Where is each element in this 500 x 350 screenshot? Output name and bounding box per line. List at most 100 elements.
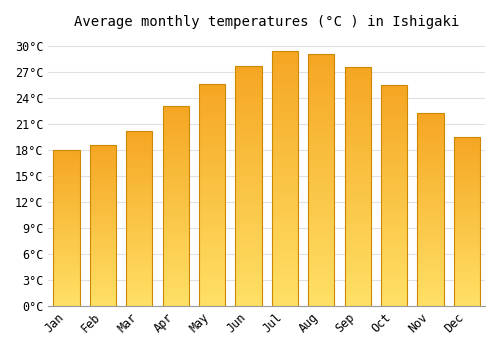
Bar bbox=[199, 195, 225, 197]
Bar bbox=[454, 260, 480, 262]
Bar bbox=[199, 217, 225, 219]
Bar bbox=[418, 260, 444, 261]
Bar bbox=[418, 163, 444, 165]
Bar bbox=[308, 263, 334, 266]
Bar bbox=[54, 201, 80, 203]
Bar bbox=[418, 227, 444, 229]
Bar bbox=[344, 256, 370, 258]
Bar bbox=[236, 181, 262, 183]
Bar bbox=[308, 92, 334, 94]
Bar bbox=[90, 243, 116, 245]
Bar bbox=[272, 99, 298, 102]
Bar bbox=[199, 303, 225, 306]
Bar bbox=[126, 150, 152, 152]
Bar bbox=[454, 174, 480, 176]
Bar bbox=[381, 231, 407, 233]
Bar bbox=[454, 182, 480, 184]
Bar bbox=[199, 268, 225, 270]
Bar bbox=[418, 240, 444, 242]
Bar bbox=[344, 121, 370, 124]
Bar bbox=[54, 167, 80, 168]
Bar bbox=[236, 150, 262, 152]
Bar bbox=[126, 302, 152, 304]
Bar bbox=[344, 272, 370, 275]
Bar bbox=[236, 159, 262, 162]
Bar bbox=[126, 152, 152, 154]
Bar bbox=[162, 282, 189, 284]
Bar bbox=[308, 94, 334, 97]
Bar bbox=[126, 274, 152, 276]
Bar bbox=[381, 253, 407, 255]
Bar bbox=[272, 191, 298, 194]
Bar bbox=[418, 200, 444, 202]
Bar bbox=[344, 66, 370, 306]
Bar bbox=[454, 282, 480, 284]
Bar bbox=[54, 295, 80, 296]
Bar bbox=[90, 264, 116, 266]
Bar bbox=[199, 233, 225, 235]
Bar bbox=[162, 258, 189, 260]
Bar bbox=[344, 184, 370, 186]
Bar bbox=[418, 113, 444, 306]
Bar bbox=[308, 55, 334, 57]
Bar bbox=[199, 155, 225, 157]
Bar bbox=[308, 293, 334, 296]
Bar bbox=[236, 164, 262, 167]
Bar bbox=[381, 297, 407, 299]
Bar bbox=[381, 271, 407, 273]
Bar bbox=[272, 76, 298, 79]
Bar bbox=[54, 256, 80, 258]
Bar bbox=[418, 140, 444, 142]
Bar bbox=[381, 109, 407, 111]
Bar bbox=[381, 284, 407, 286]
Bar bbox=[162, 117, 189, 118]
Bar bbox=[126, 161, 152, 162]
Bar bbox=[344, 136, 370, 138]
Bar bbox=[236, 215, 262, 217]
Bar bbox=[418, 296, 444, 298]
Bar bbox=[381, 209, 407, 211]
Bar bbox=[454, 194, 480, 196]
Bar bbox=[454, 211, 480, 213]
Bar bbox=[162, 112, 189, 114]
Bar bbox=[90, 192, 116, 194]
Bar bbox=[454, 177, 480, 179]
Bar bbox=[90, 146, 116, 306]
Bar bbox=[162, 260, 189, 262]
Bar bbox=[199, 215, 225, 217]
Bar bbox=[272, 148, 298, 150]
Bar bbox=[454, 155, 480, 157]
Bar bbox=[381, 213, 407, 215]
Bar bbox=[54, 217, 80, 218]
Bar bbox=[126, 273, 152, 274]
Bar bbox=[308, 87, 334, 90]
Bar bbox=[272, 219, 298, 222]
Bar bbox=[162, 274, 189, 276]
Bar bbox=[454, 275, 480, 277]
Bar bbox=[418, 285, 444, 287]
Bar bbox=[162, 230, 189, 232]
Bar bbox=[236, 94, 262, 97]
Bar bbox=[162, 222, 189, 224]
Bar bbox=[162, 284, 189, 286]
Bar bbox=[236, 282, 262, 284]
Bar bbox=[90, 203, 116, 205]
Bar bbox=[54, 184, 80, 186]
Bar bbox=[90, 152, 116, 154]
Bar bbox=[236, 193, 262, 195]
Bar bbox=[344, 296, 370, 299]
Bar bbox=[126, 169, 152, 171]
Bar bbox=[90, 223, 116, 224]
Bar bbox=[199, 115, 225, 117]
Bar bbox=[126, 185, 152, 187]
Bar bbox=[162, 172, 189, 174]
Bar bbox=[381, 91, 407, 94]
Bar bbox=[199, 299, 225, 301]
Bar bbox=[272, 82, 298, 84]
Bar bbox=[381, 268, 407, 271]
Bar bbox=[54, 204, 80, 206]
Bar bbox=[199, 246, 225, 248]
Bar bbox=[272, 79, 298, 82]
Bar bbox=[199, 275, 225, 277]
Bar bbox=[418, 121, 444, 123]
